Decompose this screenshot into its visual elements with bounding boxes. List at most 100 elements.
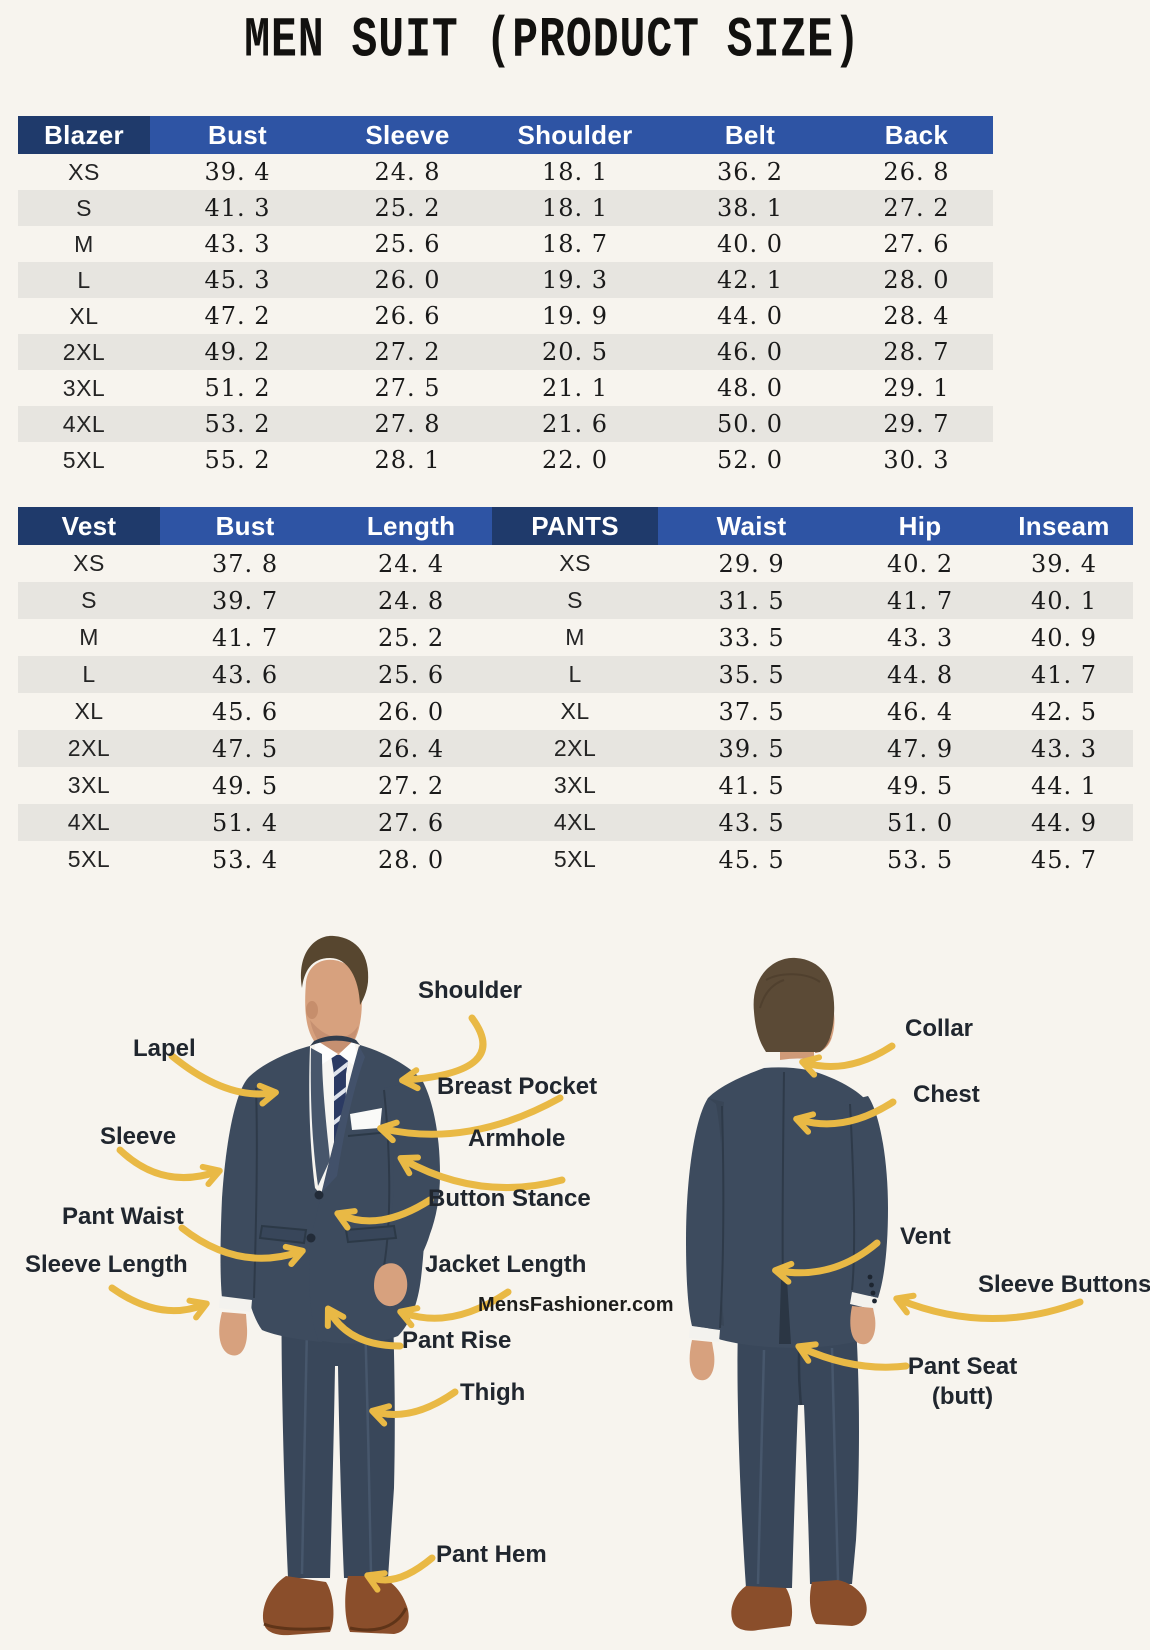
- column-header: Bust: [160, 507, 331, 545]
- label-pant-waist: Pant Waist: [62, 1203, 184, 1230]
- size-label-cell: XL: [560, 698, 590, 724]
- measurement-cell: 43. 3: [1030, 734, 1098, 763]
- measurement-cell: 40. 1: [1030, 586, 1098, 615]
- measurement-cell: 28. 0: [883, 266, 950, 294]
- label-pant-seat: Pant Seat (butt): [880, 1352, 1045, 1412]
- measurement-cell: 31. 5: [718, 586, 785, 615]
- column-header: Bust: [150, 116, 325, 154]
- label-pant-hem: Pant Hem: [436, 1541, 547, 1568]
- measurement-cell: 43. 5: [718, 808, 785, 837]
- size-row-3XL: 3XL 51. 2 27. 5 21. 1 48. 0 29. 1: [18, 370, 993, 406]
- measurement-cell: 27. 6: [378, 808, 445, 837]
- size-label-cell: XL: [74, 698, 104, 724]
- measurement-cell: 55. 2: [204, 446, 271, 474]
- label-shoulder: Shoulder: [418, 977, 523, 1004]
- measurement-cell: 51. 2: [204, 374, 271, 402]
- size-row-4XL: 4XL 51. 4 27. 6 4XL 43. 5 51. 0 44. 9: [18, 804, 1133, 841]
- column-header: Blazer: [18, 116, 150, 154]
- column-header: PANTS: [492, 507, 659, 545]
- measurement-cell: 24. 8: [374, 158, 441, 186]
- column-header: Shoulder: [489, 116, 660, 154]
- measurement-cell: 30. 3: [883, 446, 950, 474]
- size-row-5XL: 5XL 55. 2 28. 1 22. 0 52. 0 30. 3: [18, 442, 993, 478]
- measurement-cell: 18. 7: [541, 230, 609, 258]
- measurement-cell: 51. 4: [212, 808, 279, 837]
- measurement-cell: 26. 0: [374, 266, 441, 294]
- front-man: [219, 935, 440, 1636]
- measurement-cell: 49. 5: [212, 771, 279, 800]
- size-row-S: S 39. 7 24. 8 S 31. 5 41. 7 40. 1: [18, 582, 1133, 619]
- measurement-cell: 29. 9: [718, 549, 785, 578]
- size-label-cell: 2XL: [553, 735, 597, 761]
- size-label-cell: M: [79, 624, 99, 650]
- label-sleeve-buttons: Sleeve Buttons: [978, 1271, 1150, 1298]
- arrow-sleeve-length: [108, 1284, 210, 1321]
- size-row-XS: XS 39. 4 24. 8 18. 1 36. 2 26. 8: [18, 154, 993, 190]
- measurement-cell: 52. 0: [716, 446, 784, 474]
- measurement-cell: 38. 1: [716, 194, 784, 222]
- size-label-cell: XS: [68, 158, 100, 185]
- size-row-3XL: 3XL 49. 5 27. 2 3XL 41. 5 49. 5 44. 1: [18, 767, 1133, 804]
- size-row-XL: XL 45. 6 26. 0 XL 37. 5 46. 4 42. 5: [18, 693, 1133, 730]
- measurement-cell: 41. 5: [718, 771, 785, 800]
- column-header: Belt: [660, 116, 840, 154]
- size-label-cell: XS: [73, 550, 105, 576]
- size-label-cell: L: [568, 661, 582, 687]
- label-vent: Vent: [900, 1223, 951, 1250]
- measurement-cell: 50. 0: [716, 410, 784, 438]
- column-header: Inseam: [995, 507, 1133, 545]
- measurement-cell: 35. 5: [718, 660, 785, 689]
- measurement-cell: 53. 2: [204, 410, 271, 438]
- measurement-cell: 25. 6: [378, 660, 445, 689]
- measurement-cell: 41. 3: [204, 194, 271, 222]
- size-label-cell: 3XL: [553, 772, 597, 798]
- size-label-cell: 3XL: [67, 772, 111, 798]
- front-figure-illustration: [219, 935, 440, 1636]
- measurement-cell: 44. 8: [887, 660, 954, 689]
- measurement-cell: 41. 7: [887, 586, 954, 615]
- measurement-cell: 28. 0: [378, 845, 445, 874]
- label-lapel: Lapel: [133, 1035, 196, 1062]
- size-label-cell: 5XL: [67, 846, 111, 872]
- measurement-cell: 21. 6: [541, 410, 609, 438]
- measurement-cell: 26. 4: [378, 734, 445, 763]
- measurement-cell: 26. 6: [374, 302, 441, 330]
- measurement-cell: 25. 6: [374, 230, 441, 258]
- back-man: [686, 957, 888, 1631]
- measurement-cell: 33. 5: [718, 623, 785, 652]
- size-row-M: M 43. 3 25. 6 18. 7 40. 0 27. 6: [18, 226, 993, 262]
- size-row-XL: XL 47. 2 26. 6 19. 9 44. 0 28. 4: [18, 298, 993, 334]
- label-chest: Chest: [913, 1081, 980, 1108]
- column-header: Back: [839, 116, 993, 154]
- label-collar: Collar: [905, 1015, 974, 1042]
- measurement-cell: 28. 4: [883, 302, 950, 330]
- measurement-cell: 39. 4: [204, 158, 271, 186]
- measurement-cell: 27. 5: [374, 374, 441, 402]
- measurement-cell: 41. 7: [212, 623, 279, 652]
- measurement-cell: 46. 0: [716, 338, 784, 366]
- measurement-cell: 53. 5: [887, 845, 954, 874]
- measurement-cell: 37. 8: [212, 549, 279, 578]
- measurement-cell: 25. 2: [378, 623, 445, 652]
- measurement-cell: 45. 5: [718, 845, 785, 874]
- vest-pants-size-table: Vest Bust Length PANTS Waist Hip Inseam XS 37. 8…: [18, 507, 1133, 878]
- label-sleeve: Sleeve: [100, 1123, 177, 1150]
- measurement-cell: 42. 1: [716, 266, 784, 294]
- measurement-cell: 47. 5: [212, 734, 279, 763]
- measurement-cell: 25. 2: [374, 194, 441, 222]
- measurement-cell: 44. 9: [1030, 808, 1098, 837]
- measurement-cell: 40. 0: [716, 230, 784, 258]
- measurement-cell: 37. 5: [718, 697, 785, 726]
- measurement-cell: 44. 1: [1030, 771, 1098, 800]
- label-sleeve-length: Sleeve Length: [25, 1251, 188, 1278]
- blazer-size-table: Blazer Bust Sleeve Shoulder Belt Back XS 39. 4 2…: [18, 116, 993, 478]
- measurement-cell: 26. 8: [883, 158, 950, 186]
- measurement-cell: 45. 6: [212, 697, 279, 726]
- page-title: MEN SUIT (PRODUCT SIZE): [244, 8, 861, 73]
- size-label-cell: 2XL: [62, 338, 106, 365]
- measurement-cell: 28. 7: [883, 338, 950, 366]
- size-row-M: M 41. 7 25. 2 M 33. 5 43. 3 40. 9: [18, 619, 1133, 656]
- measurement-cell: 18. 1: [541, 158, 609, 186]
- size-label-cell: M: [74, 230, 94, 257]
